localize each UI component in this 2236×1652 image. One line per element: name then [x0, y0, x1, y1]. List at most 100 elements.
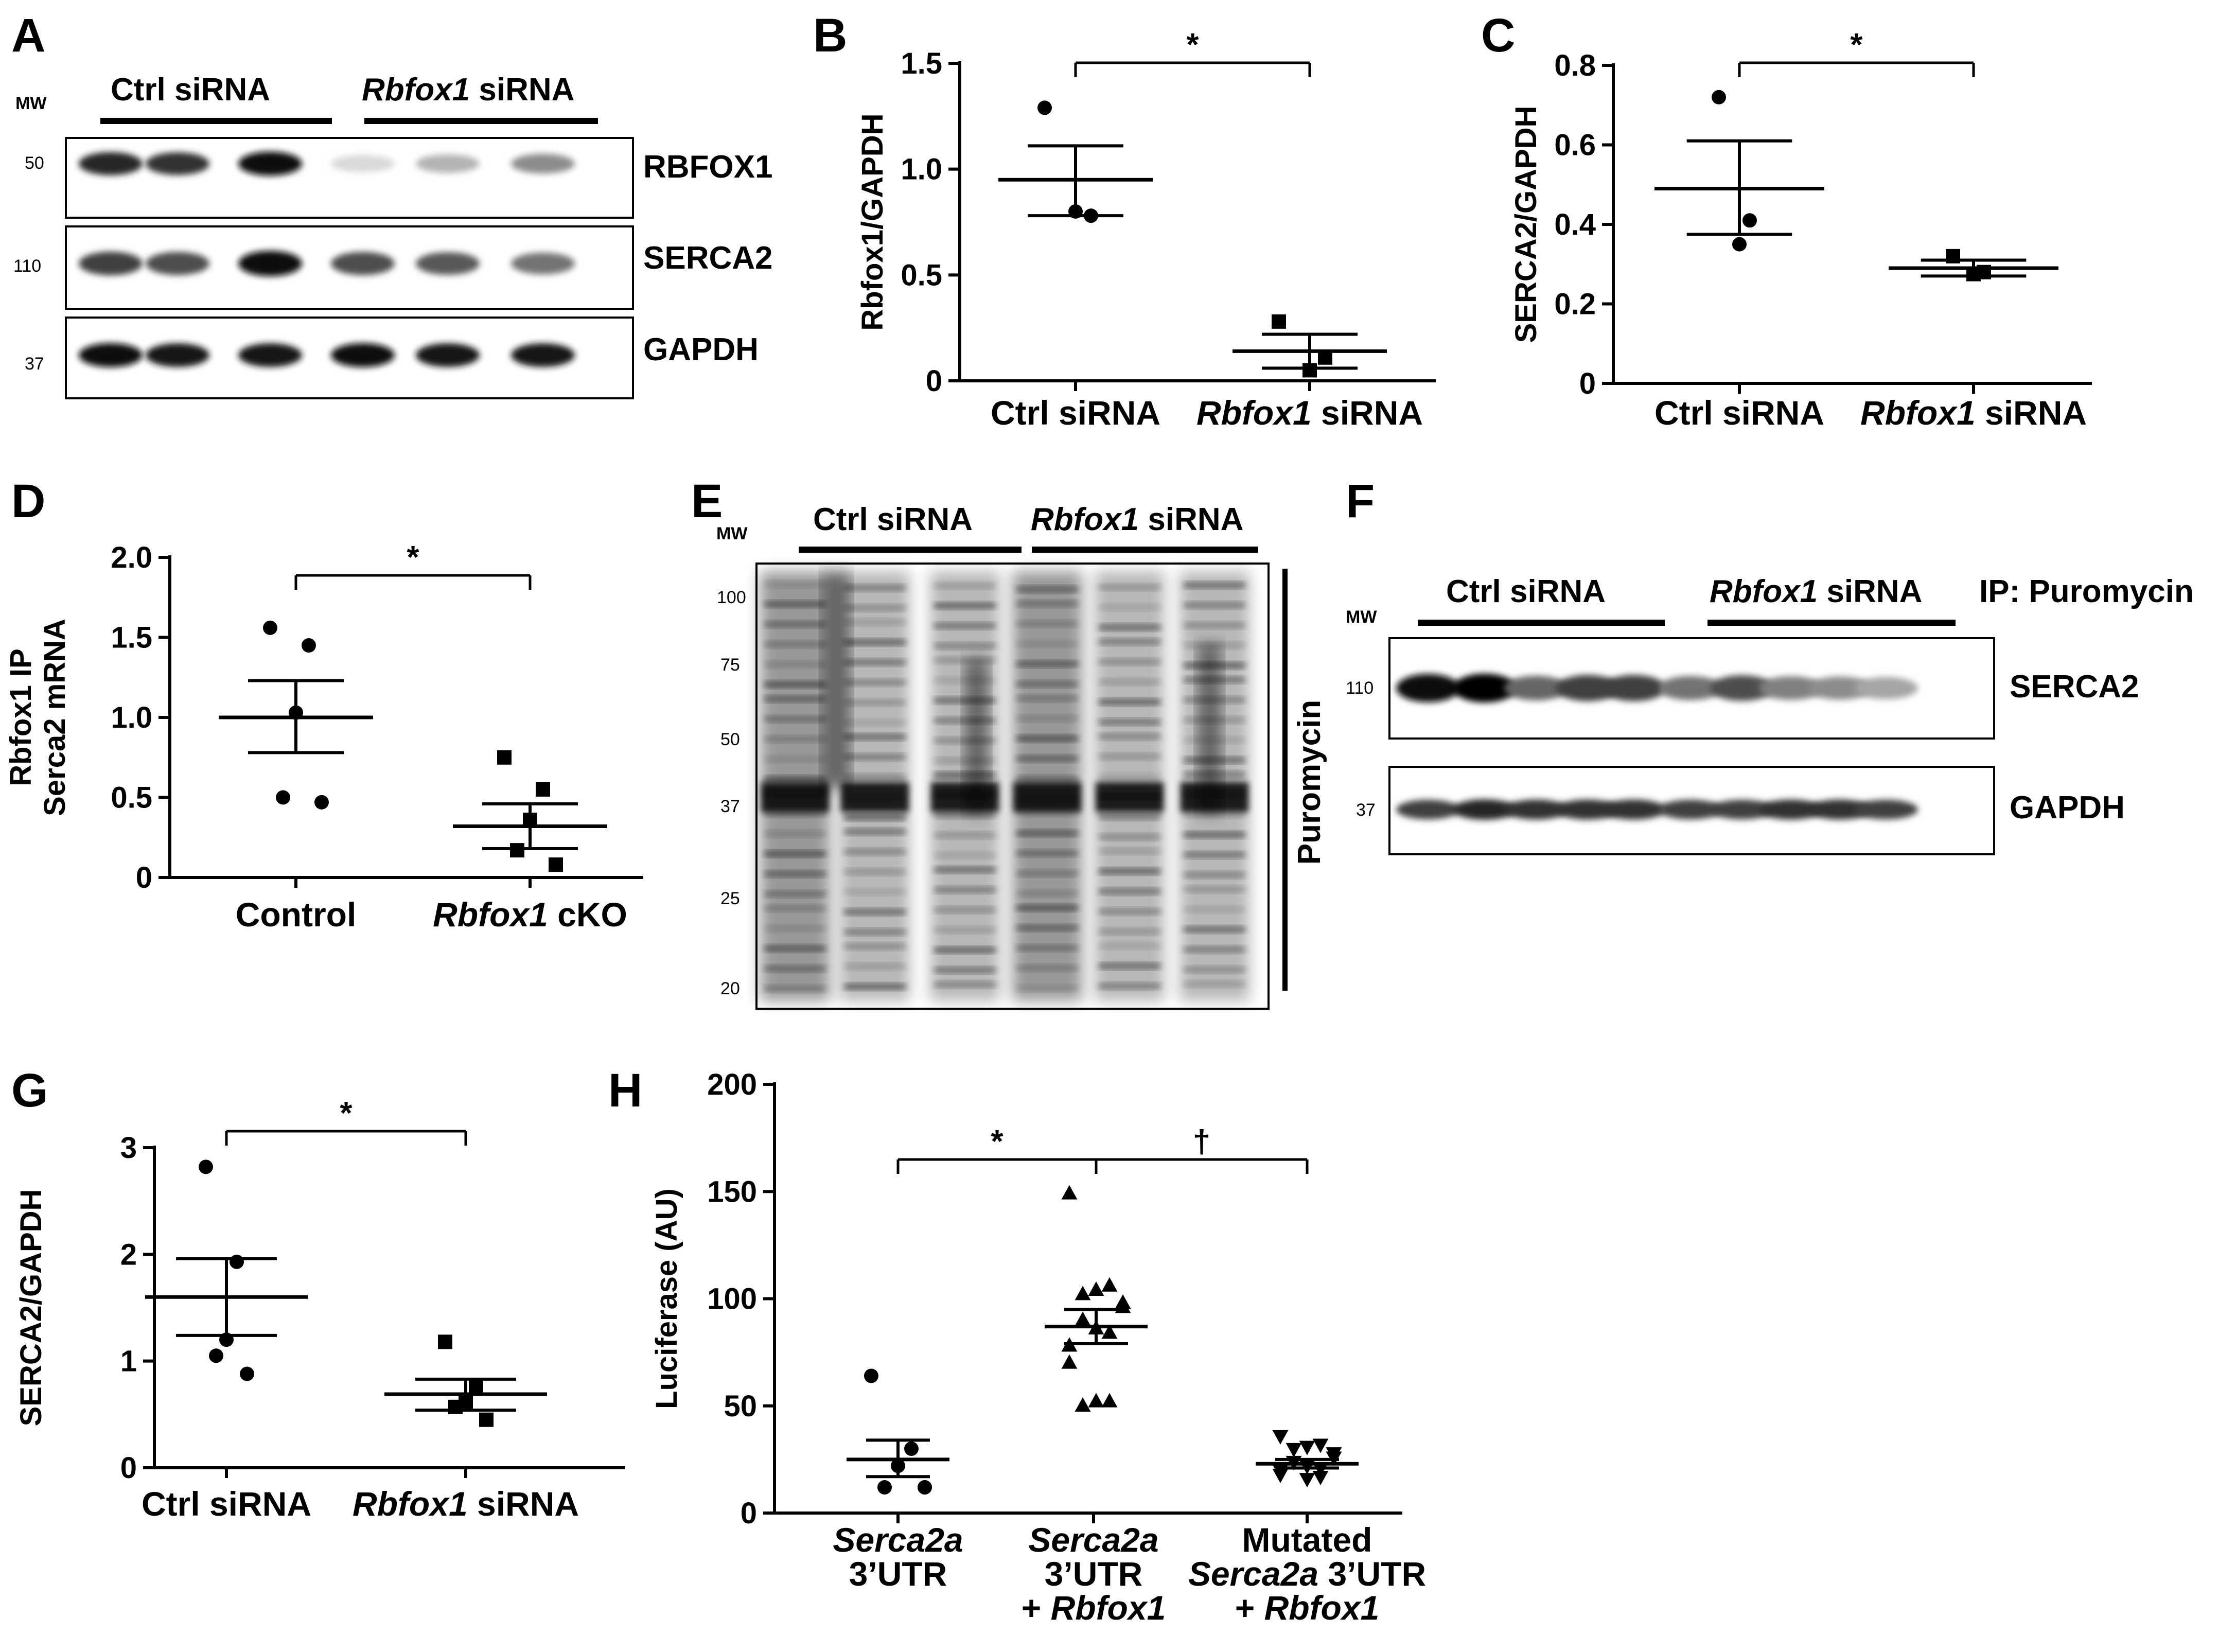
series-2 — [1256, 1430, 1359, 1488]
smear-band — [1016, 696, 1078, 701]
smear-band — [764, 757, 826, 762]
smear-band — [844, 909, 906, 915]
y-tick-label: 1 — [120, 1345, 137, 1378]
mw-label: MW — [716, 524, 748, 543]
y-tick-label: 0 — [926, 364, 942, 398]
series-1 — [1889, 249, 2058, 282]
data-point — [1946, 249, 1960, 263]
smear-band — [934, 887, 996, 892]
data-point — [1084, 208, 1098, 223]
label-part: 3’UTR — [1045, 1555, 1143, 1593]
smear-band — [1099, 719, 1160, 725]
smear-band — [844, 585, 906, 590]
ip-label: IP: Puromycin — [1979, 574, 2194, 609]
mw-marker: 50 — [25, 153, 44, 173]
band-row-rbfox1 — [79, 151, 575, 176]
smear-band — [934, 927, 996, 933]
blot-band — [416, 252, 480, 275]
label-part: siRNA — [1976, 394, 2087, 432]
smear-band — [844, 944, 906, 949]
y-tick-label: 1.5 — [901, 47, 942, 80]
smear-band — [844, 605, 906, 610]
x-category-label: Serca2a — [833, 1521, 963, 1559]
data-point — [1966, 267, 1981, 282]
y-axis-title: Luciferase (AU) — [650, 1188, 683, 1409]
y-axis-title: SERCA2/GAPDH — [14, 1189, 48, 1427]
smear-band — [1099, 639, 1160, 644]
smear-band — [764, 696, 826, 701]
y-tick-label: 0 — [741, 1497, 757, 1530]
smear-band — [1099, 869, 1160, 874]
smear-band — [764, 662, 826, 667]
smear-band — [1184, 603, 1245, 608]
data-point — [314, 795, 329, 810]
y-tick-label: 100 — [707, 1282, 757, 1316]
y-tick-label: 0.5 — [111, 781, 152, 815]
y-tick-label: 2.0 — [111, 541, 152, 574]
data-point — [1061, 1354, 1078, 1369]
smear-band — [1099, 625, 1160, 630]
smear-band — [841, 782, 909, 812]
blot-band — [1396, 674, 1460, 702]
blot-band — [238, 151, 302, 176]
series-1 — [384, 1334, 547, 1427]
data-point — [904, 1442, 919, 1456]
chart-b: 0 0.5 1.0 1.5 Rbfox1/GAPDH * Ctrl siRNA Rbfox1 … — [856, 27, 1436, 432]
smear-band — [1016, 871, 1078, 876]
band-row-serca2 — [79, 251, 575, 276]
y-axis-title: Serca2 mRNA — [38, 619, 72, 816]
x-category-label: Control — [236, 895, 357, 934]
smear-band — [934, 867, 996, 872]
data-point — [1299, 1440, 1315, 1455]
smear-band — [844, 734, 906, 740]
smear-band — [1016, 601, 1078, 606]
y-tick-label: 0.5 — [901, 258, 942, 292]
blot-band — [1659, 799, 1722, 820]
y-axis-title: Rbfox1/GAPDH — [856, 113, 889, 330]
x-category-label: Mutated — [1242, 1521, 1372, 1559]
blot-band — [1854, 799, 1918, 820]
smear-band — [764, 642, 826, 647]
label-part: Rbfox1 — [353, 1485, 468, 1523]
y-tick-label: 150 — [707, 1175, 757, 1208]
smear-streak — [823, 571, 849, 787]
data-point — [864, 1368, 878, 1383]
smear-band — [1184, 947, 1245, 952]
data-point — [497, 750, 512, 765]
smear-band — [934, 968, 996, 973]
data-point — [1088, 1320, 1104, 1335]
x-category-label: Rbfox1 cKO — [433, 895, 627, 934]
y-tick-label: 0.8 — [1554, 49, 1596, 82]
significance-label: * — [1186, 27, 1199, 63]
band-label-gapdh: GAPDH — [643, 332, 759, 367]
smear-streak — [1198, 643, 1221, 813]
x-category-label: Ctrl siRNA — [142, 1485, 311, 1523]
label-part: Ctrl siRNA — [991, 394, 1160, 432]
label-part: Rbfox1 — [1264, 1589, 1380, 1627]
smear-band — [1013, 782, 1081, 812]
series-1 — [453, 750, 607, 872]
x-category-label: Ctrl siRNA — [991, 394, 1160, 432]
data-point — [1286, 1455, 1302, 1470]
smear-band — [934, 853, 996, 858]
data-point — [523, 813, 537, 828]
x-category-label: 3’UTR — [849, 1555, 947, 1593]
smear-band — [764, 986, 826, 991]
panel-f: F Ctrl siRNA Rbfox1 siRNA IP: Puromycin … — [1346, 475, 2194, 855]
smear-band — [764, 906, 826, 911]
data-point — [1299, 1473, 1315, 1488]
data-point — [1312, 1470, 1329, 1485]
data-point — [479, 1412, 494, 1427]
blot-band — [1453, 799, 1517, 820]
mw-marker: 37 — [1356, 800, 1376, 820]
data-point — [1272, 1430, 1289, 1445]
smear-band — [934, 583, 996, 588]
smear-band — [1099, 909, 1160, 914]
mw-marker: 37 — [720, 797, 740, 816]
smear-band — [934, 643, 996, 648]
smear-streak — [965, 659, 988, 813]
smear-band — [1016, 681, 1078, 687]
label-part: Rbfox1 — [1860, 394, 1976, 432]
significance-label: † — [1193, 1124, 1210, 1159]
